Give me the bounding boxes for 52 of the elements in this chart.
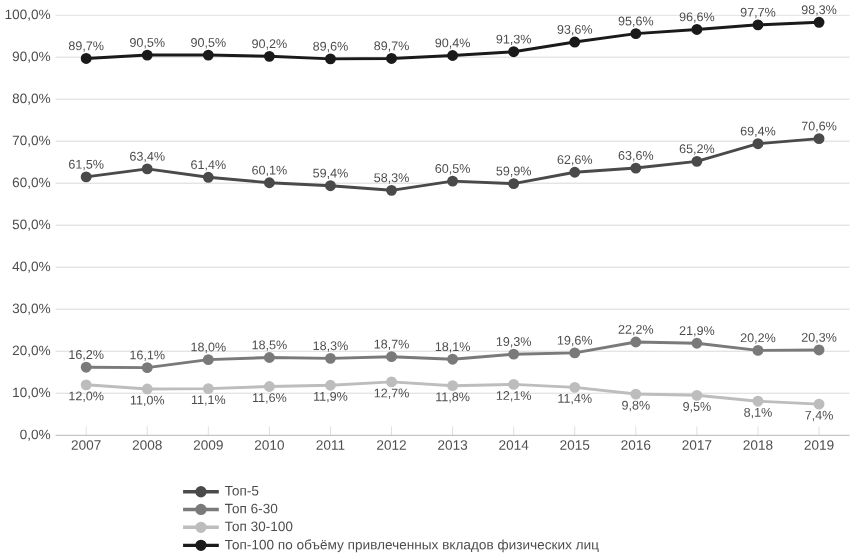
point — [508, 178, 520, 190]
point — [386, 351, 397, 363]
point — [141, 49, 153, 61]
point — [202, 383, 214, 395]
point — [80, 379, 92, 391]
point — [80, 361, 92, 373]
point — [386, 185, 397, 196]
point — [691, 337, 703, 349]
point — [752, 19, 764, 31]
point — [691, 156, 703, 167]
point — [752, 395, 764, 407]
point — [325, 353, 336, 364]
point — [447, 175, 459, 187]
point — [630, 28, 642, 40]
point — [508, 46, 520, 58]
point — [141, 383, 153, 395]
point — [386, 376, 397, 388]
point — [813, 133, 825, 145]
point — [508, 348, 520, 360]
point — [813, 16, 825, 28]
point — [813, 344, 825, 356]
point — [691, 24, 703, 36]
point — [447, 353, 459, 365]
point — [202, 354, 214, 366]
point — [386, 53, 397, 65]
point — [569, 382, 581, 393]
point — [447, 50, 459, 62]
point — [508, 379, 520, 390]
point — [569, 347, 581, 359]
point — [630, 388, 642, 400]
point — [263, 177, 275, 189]
point — [630, 336, 642, 348]
point — [569, 166, 581, 178]
point — [630, 162, 642, 174]
point — [325, 379, 336, 391]
point — [141, 163, 153, 175]
point — [569, 36, 581, 48]
point — [202, 171, 214, 183]
point — [447, 380, 459, 392]
point — [80, 171, 92, 183]
point — [752, 138, 764, 150]
point — [325, 180, 336, 192]
point — [202, 49, 214, 61]
point — [325, 53, 336, 65]
point — [813, 398, 825, 410]
point — [263, 51, 275, 62]
point — [263, 381, 275, 393]
point — [263, 352, 275, 364]
point — [752, 345, 764, 356]
point — [80, 53, 92, 65]
point — [691, 390, 703, 401]
point — [141, 362, 153, 374]
